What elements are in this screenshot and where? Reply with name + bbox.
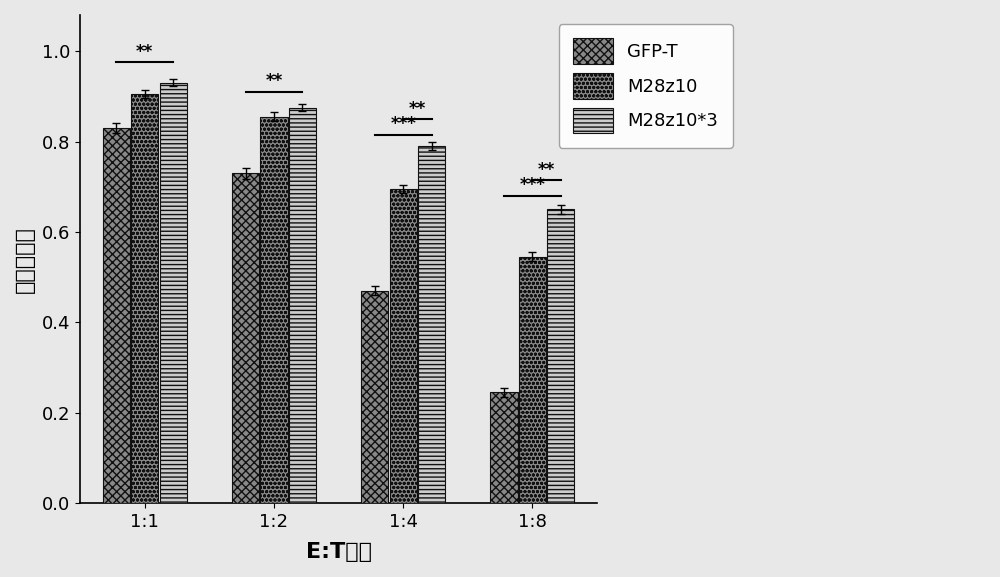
Bar <box>131 94 158 503</box>
Bar <box>361 291 388 503</box>
Text: ***: *** <box>390 115 416 133</box>
Bar <box>519 257 546 503</box>
Text: **: ** <box>136 43 153 61</box>
Bar <box>232 173 259 503</box>
Bar <box>418 146 445 503</box>
Bar <box>160 83 187 503</box>
X-axis label: E:T比例: E:T比例 <box>306 542 372 562</box>
Bar <box>289 108 316 503</box>
Text: **: ** <box>265 73 283 91</box>
Bar <box>260 117 288 503</box>
Text: **: ** <box>538 160 555 179</box>
Text: ***: *** <box>519 177 545 194</box>
Y-axis label: 杀伤百分比: 杀伤百分比 <box>15 226 35 293</box>
Legend: GFP-T, M28z10, M28z10*3: GFP-T, M28z10, M28z10*3 <box>559 24 733 148</box>
Bar <box>547 209 574 503</box>
Bar <box>390 189 417 503</box>
Bar <box>103 128 130 503</box>
Bar <box>490 392 518 503</box>
Text: **: ** <box>409 100 426 118</box>
